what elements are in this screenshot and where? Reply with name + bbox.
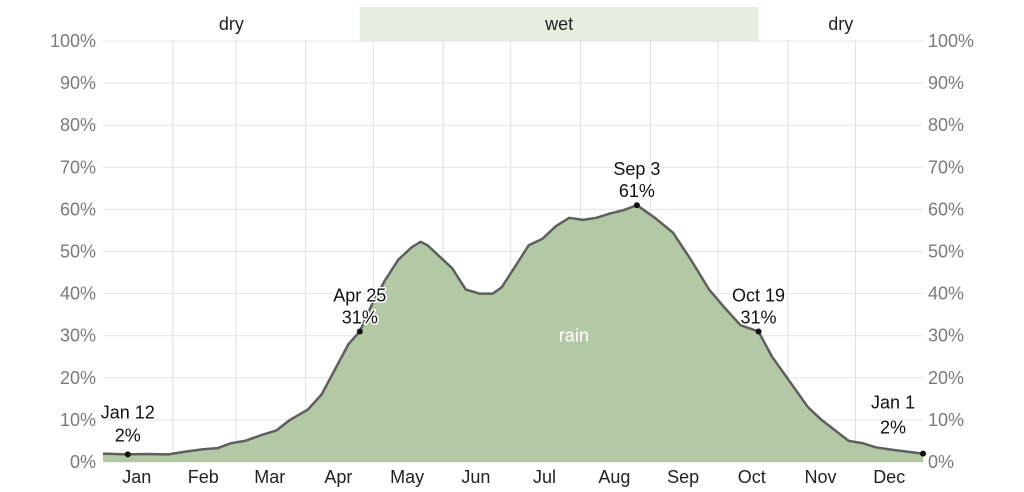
annotation-value: 61% bbox=[619, 181, 655, 201]
month-label-sep: Sep bbox=[667, 467, 699, 487]
y-tick-label-left: 80% bbox=[60, 115, 96, 135]
y-tick-label-right: 90% bbox=[928, 73, 964, 93]
y-tick-label-right: 30% bbox=[928, 326, 964, 346]
y-tick-label-right: 100% bbox=[928, 31, 974, 51]
y-tick-label-right: 20% bbox=[928, 368, 964, 388]
y-tick-label-left: 0% bbox=[70, 452, 96, 472]
month-label-mar: Mar bbox=[254, 467, 285, 487]
series-label-rain: rain bbox=[559, 326, 589, 346]
annotation-value-halo: 61% bbox=[619, 181, 655, 201]
annotation-date-halo: Jan 12 bbox=[101, 402, 155, 422]
month-label-apr: Apr bbox=[324, 467, 352, 487]
month-label-oct: Oct bbox=[738, 467, 766, 487]
y-tick-label-left: 90% bbox=[60, 73, 96, 93]
axis-labels: 0% 0% 10% 10% 20% 20% 30% 30% 40% 40% 50% 50% 60% 60%… bbox=[50, 31, 974, 487]
annotation-value: 31% bbox=[342, 307, 378, 327]
series-area: rain bbox=[102, 203, 924, 462]
annotation-point bbox=[124, 451, 131, 458]
series-area-rain bbox=[103, 205, 923, 462]
annotation-date: Oct 19 bbox=[732, 285, 785, 305]
y-tick-label-left: 60% bbox=[60, 199, 96, 219]
annotation-point bbox=[920, 450, 926, 457]
annotation-value-halo: 2% bbox=[115, 425, 141, 445]
y-tick-label-left: 30% bbox=[60, 326, 96, 346]
annotation-value: 2% bbox=[115, 425, 141, 445]
annotation-point bbox=[356, 328, 363, 335]
season-band-wet bbox=[359, 7, 759, 41]
month-label-jan: Jan bbox=[122, 467, 151, 487]
month-label-jul: Jul bbox=[533, 467, 556, 487]
month-label-nov: Nov bbox=[804, 467, 836, 487]
annotation-date-halo: Apr 25 bbox=[333, 285, 386, 305]
season-label-dry: dry bbox=[828, 14, 853, 34]
season-label-wet: wet bbox=[544, 14, 573, 34]
month-label-may: May bbox=[390, 467, 424, 487]
annotation-date-halo: Jan 1 bbox=[871, 393, 915, 413]
month-label-dec: Dec bbox=[873, 467, 905, 487]
annotation-value-halo: 31% bbox=[342, 307, 378, 327]
y-tick-label-left: 50% bbox=[60, 242, 96, 262]
season-bands: dry wet dry bbox=[219, 7, 853, 41]
annotation-point bbox=[755, 328, 762, 335]
annotation-value: 31% bbox=[741, 307, 777, 327]
series-line-rain bbox=[102, 203, 924, 456]
annotation-date-halo: Sep 3 bbox=[613, 159, 660, 179]
month-label-jun: Jun bbox=[461, 467, 490, 487]
y-tick-label-left: 100% bbox=[50, 31, 96, 51]
annotation-value-halo: 31% bbox=[741, 307, 777, 327]
y-tick-label-right: 80% bbox=[928, 115, 964, 135]
annotation-date: Jan 12 bbox=[101, 402, 155, 422]
annotation-value-halo: 2% bbox=[880, 418, 906, 438]
y-tick-label-right: 60% bbox=[928, 199, 964, 219]
y-tick-label-right: 40% bbox=[928, 284, 964, 304]
annotation-date-halo: Oct 19 bbox=[732, 285, 785, 305]
y-tick-label-left: 10% bbox=[60, 410, 96, 430]
annotation-date: Apr 25 bbox=[333, 285, 386, 305]
y-tick-label-right: 10% bbox=[928, 410, 964, 430]
y-tick-label-right: 50% bbox=[928, 242, 964, 262]
month-label-feb: Feb bbox=[188, 467, 219, 487]
y-tick-label-left: 40% bbox=[60, 284, 96, 304]
month-label-aug: Aug bbox=[598, 467, 630, 487]
annotation-date: Jan 1 bbox=[871, 393, 915, 413]
y-tick-label-left: 20% bbox=[60, 368, 96, 388]
y-tick-label-right: 0% bbox=[928, 452, 954, 472]
annotation-value: 2% bbox=[880, 418, 906, 438]
y-tick-label-left: 70% bbox=[60, 157, 96, 177]
y-tick-label-right: 70% bbox=[928, 157, 964, 177]
season-label-dry: dry bbox=[219, 14, 244, 34]
annotation-point bbox=[633, 202, 640, 209]
annotation-date: Sep 3 bbox=[613, 159, 660, 179]
